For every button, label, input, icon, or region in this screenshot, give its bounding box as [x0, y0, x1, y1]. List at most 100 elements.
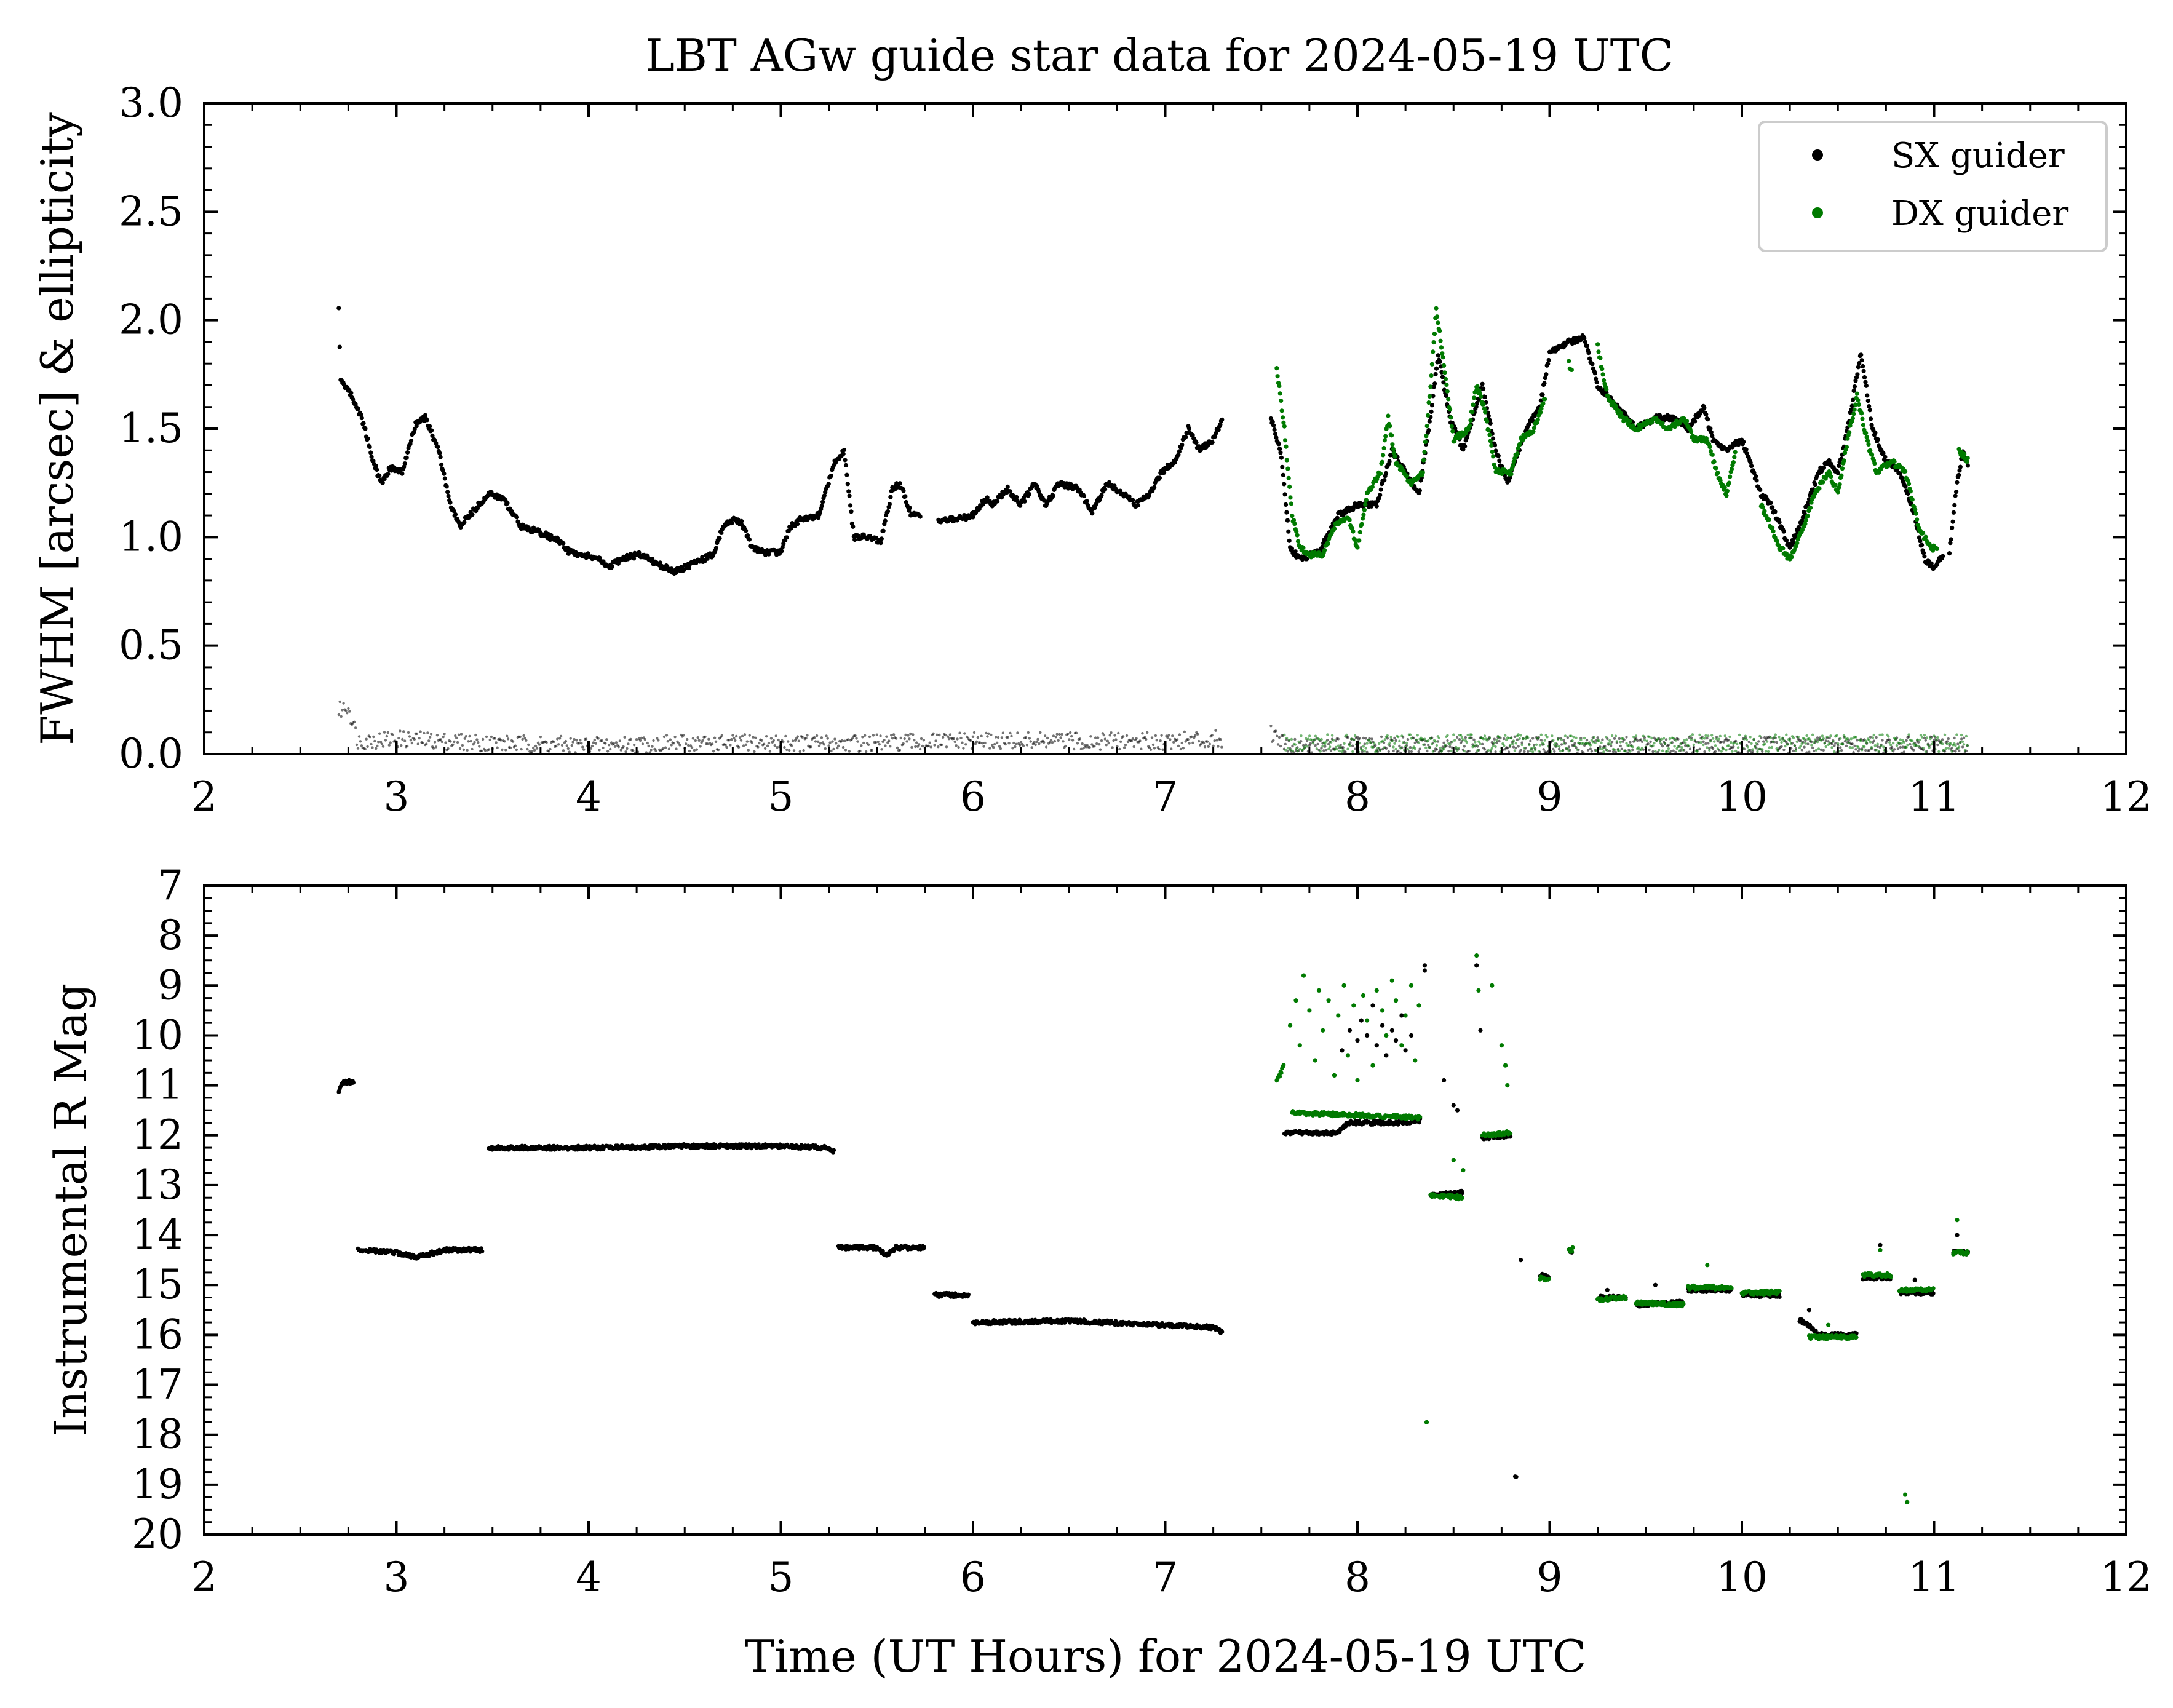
fwhm-x-tick-label: 2 [191, 773, 217, 820]
dx-ellipticity-point [1310, 738, 1314, 742]
dx-ellipticity-point [1601, 747, 1604, 750]
dx-fwhm-point [1436, 320, 1440, 325]
sx-ellipticity-point [1613, 737, 1616, 741]
sx-ellipticity-point [686, 744, 690, 747]
dx-ellipticity-point [1658, 749, 1661, 752]
sx-fwhm-point [1450, 421, 1455, 426]
dx-ellipticity-point [1966, 744, 1969, 747]
sx-fwhm-point [1387, 459, 1392, 464]
sx-fwhm-point [1837, 463, 1841, 469]
sx-ellipticity-point [819, 742, 822, 745]
sx-ellipticity-point [556, 737, 559, 741]
dx-fwhm-point [1432, 332, 1437, 336]
dx-ellipticity-point [1621, 737, 1624, 741]
sx-ellipticity-point [425, 742, 428, 745]
dx-ellipticity-point [1632, 736, 1635, 739]
dx-ellipticity-point [1871, 736, 1875, 739]
dx-fwhm-point [1906, 482, 1912, 487]
dx-ellipticity-point [1766, 750, 1770, 753]
sx-ellipticity-point [506, 734, 509, 737]
dx-ellipticity-point [1330, 734, 1334, 737]
sx-ellipticity-point [403, 739, 407, 742]
sx-ellipticity-point [451, 743, 455, 747]
sx-ellipticity-point [1523, 750, 1526, 753]
sx-ellipticity-point [1169, 738, 1172, 741]
sx-ellipticity-point [468, 734, 471, 738]
sx-ellipticity-point [1912, 749, 1915, 752]
sx-ellipticity-point [1024, 736, 1028, 739]
fwhm-y-tick-label: 0.0 [119, 730, 183, 777]
dx-ellipticity-point [1907, 733, 1910, 736]
sx-ellipticity-point [416, 742, 419, 745]
sx-ellipticity-point [689, 744, 693, 747]
dx-ellipticity-point [1576, 748, 1579, 751]
sx-ellipticity-point [1637, 750, 1640, 753]
sx-ellipticity-point [1727, 739, 1730, 742]
sx-ellipticity-point [815, 734, 819, 737]
dx-fwhm-point [1965, 456, 1970, 461]
dx-fwhm-segment [1567, 359, 1574, 373]
sx-fwhm-point [1542, 381, 1547, 386]
sx-fwhm-point [1210, 440, 1215, 445]
sx-fwhm-point [1293, 549, 1298, 554]
sx-fwhm-point [1461, 447, 1466, 452]
sx-fwhm-point [1702, 405, 1707, 410]
sx-ellipticity-point [889, 745, 892, 748]
dx-fwhm-point [1421, 458, 1426, 463]
sx-fwhm-point [1758, 487, 1763, 493]
sx-ellipticity-point [1872, 739, 1875, 742]
sx-ellipticity-point [813, 736, 816, 739]
sx-ellipticity-point [1158, 747, 1161, 751]
sx-ellipticity-point [338, 700, 341, 704]
sx-ellipticity-point [1027, 731, 1030, 734]
sx-fwhm-point [1917, 535, 1921, 540]
dx-ellipticity-point [1373, 742, 1376, 745]
sx-ellipticity-point [1043, 741, 1046, 744]
sx-fwhm-point [822, 493, 827, 498]
sx-ellipticity-point [724, 744, 727, 747]
sx-ellipticity-point [1121, 735, 1125, 738]
sx-fwhm-point [849, 509, 854, 514]
sx-fwhm-point [1948, 541, 1953, 546]
sx-ellipticity-point [1324, 745, 1327, 748]
sx-fwhm-point [1289, 546, 1295, 551]
sx-ellipticity-point [904, 733, 907, 737]
sx-fwhm-point [841, 451, 846, 456]
dx-fwhm-point [1284, 458, 1289, 463]
dx-fwhm-point [1543, 397, 1547, 402]
sx-ellipticity-point [697, 739, 701, 742]
dx-ellipticity-point [1343, 742, 1346, 745]
dx-fwhm-point [1808, 505, 1813, 510]
sx-ellipticity-point [672, 742, 675, 745]
sx-ellipticity-point [1923, 736, 1926, 740]
sx-ellipticity-point [1392, 749, 1395, 753]
dx-ellipticity-point [1306, 745, 1309, 748]
sx-fwhm-point [1180, 442, 1185, 447]
dx-fwhm-point [1910, 497, 1915, 502]
dx-ellipticity-point [1448, 743, 1452, 746]
dx-ellipticity-point [1524, 737, 1527, 741]
sx-fwhm-point [881, 528, 886, 533]
sx-fwhm-point [1582, 336, 1587, 341]
sx-ellipticity-point [527, 743, 530, 747]
dx-fwhm-point [1770, 525, 1775, 530]
sx-fwhm-point [878, 541, 883, 546]
sx-ellipticity-point [624, 750, 627, 753]
dx-ellipticity-point [1797, 736, 1800, 739]
sx-ellipticity-point [695, 748, 699, 751]
sx-ellipticity-point [1833, 744, 1836, 747]
sx-ellipticity-point [883, 739, 886, 742]
dx-ellipticity-point [1353, 734, 1357, 737]
dx-ellipticity-point [1923, 734, 1926, 737]
sx-fwhm-point [1773, 509, 1778, 514]
sx-ellipticity-point [921, 744, 924, 748]
sx-ellipticity-point [995, 741, 999, 745]
sx-ellipticity-point [555, 744, 558, 748]
sx-ellipticity-point [1463, 745, 1466, 748]
dx-ellipticity-point [1813, 738, 1817, 741]
sx-ellipticity-point [539, 736, 542, 739]
sx-ellipticity-point [1171, 734, 1174, 737]
dx-fwhm-point [1853, 402, 1858, 407]
sx-fwhm-point [1497, 458, 1502, 463]
sx-ellipticity-point [1856, 739, 1859, 742]
